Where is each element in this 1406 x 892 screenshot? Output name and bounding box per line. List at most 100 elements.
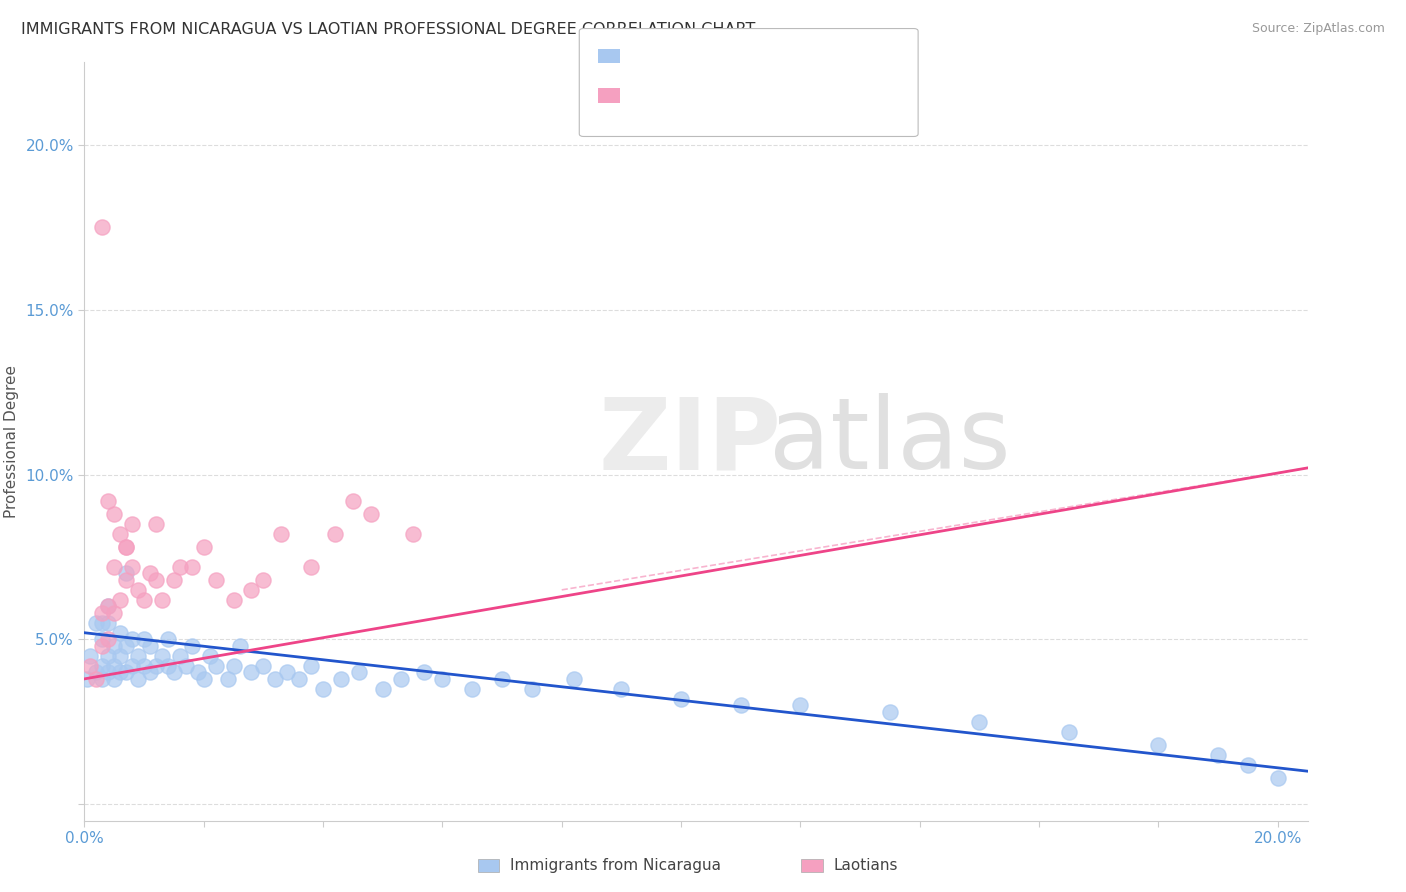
Point bbox=[115, 573, 138, 587]
Text: Laotians: Laotians bbox=[834, 858, 898, 872]
Point bbox=[240, 582, 263, 597]
Text: N =: N = bbox=[748, 49, 792, 63]
Point bbox=[180, 639, 202, 653]
Point bbox=[150, 592, 173, 607]
Point bbox=[91, 615, 114, 630]
Point bbox=[103, 639, 125, 653]
Point bbox=[520, 681, 543, 696]
Point bbox=[432, 672, 454, 686]
Point bbox=[115, 540, 138, 554]
Point bbox=[145, 573, 167, 587]
Point bbox=[222, 592, 245, 607]
Point bbox=[103, 672, 125, 686]
Point bbox=[163, 665, 186, 680]
Point bbox=[127, 582, 149, 597]
Point bbox=[84, 672, 107, 686]
Point bbox=[669, 691, 692, 706]
Point bbox=[91, 658, 114, 673]
Point bbox=[312, 681, 335, 696]
Point bbox=[299, 559, 322, 574]
Point bbox=[97, 632, 120, 647]
Point bbox=[97, 494, 120, 508]
Point bbox=[163, 573, 186, 587]
Point bbox=[91, 639, 114, 653]
Point bbox=[1057, 724, 1080, 739]
Point bbox=[1206, 747, 1229, 762]
Point bbox=[121, 516, 143, 531]
Point bbox=[121, 632, 143, 647]
Point bbox=[169, 648, 191, 663]
Point bbox=[187, 665, 209, 680]
Point bbox=[401, 526, 423, 541]
Point bbox=[108, 648, 131, 663]
Point bbox=[108, 592, 131, 607]
Point bbox=[115, 540, 138, 554]
Point bbox=[461, 681, 484, 696]
Point bbox=[562, 672, 585, 686]
Point bbox=[132, 632, 155, 647]
Point bbox=[217, 672, 239, 686]
Point bbox=[121, 559, 143, 574]
Point bbox=[180, 559, 202, 574]
Point bbox=[139, 665, 162, 680]
Y-axis label: Professional Degree: Professional Degree bbox=[4, 365, 18, 518]
Point bbox=[347, 665, 370, 680]
Point bbox=[730, 698, 752, 713]
Text: IMMIGRANTS FROM NICARAGUA VS LAOTIAN PROFESSIONAL DEGREE CORRELATION CHART: IMMIGRANTS FROM NICARAGUA VS LAOTIAN PRO… bbox=[21, 22, 755, 37]
Point bbox=[79, 648, 101, 663]
Point bbox=[323, 526, 346, 541]
Point bbox=[879, 705, 901, 719]
Point bbox=[789, 698, 811, 713]
Point bbox=[174, 658, 197, 673]
Point bbox=[198, 648, 221, 663]
Point bbox=[252, 573, 274, 587]
Point bbox=[115, 639, 138, 653]
Point bbox=[97, 648, 120, 663]
Point bbox=[228, 639, 250, 653]
Point bbox=[145, 658, 167, 673]
Text: Source: ZipAtlas.com: Source: ZipAtlas.com bbox=[1251, 22, 1385, 36]
Text: R =: R = bbox=[628, 49, 662, 63]
Point bbox=[491, 672, 513, 686]
Point bbox=[103, 658, 125, 673]
Text: 72: 72 bbox=[790, 49, 811, 63]
Point bbox=[1237, 757, 1260, 772]
Point bbox=[342, 494, 364, 508]
Point bbox=[389, 672, 412, 686]
Point bbox=[108, 665, 131, 680]
Point bbox=[222, 658, 245, 673]
Point bbox=[270, 526, 292, 541]
Point bbox=[108, 625, 131, 640]
Point bbox=[145, 516, 167, 531]
Point bbox=[97, 599, 120, 614]
Point bbox=[264, 672, 287, 686]
Point bbox=[156, 632, 179, 647]
Point bbox=[969, 714, 991, 729]
Point bbox=[1147, 738, 1170, 752]
Point bbox=[103, 606, 125, 620]
Point bbox=[252, 658, 274, 673]
Point bbox=[76, 672, 98, 686]
Point bbox=[156, 658, 179, 673]
Point bbox=[276, 665, 298, 680]
Text: R =: R = bbox=[628, 88, 662, 103]
Point bbox=[79, 658, 101, 673]
Text: N =: N = bbox=[748, 88, 792, 103]
Point bbox=[132, 658, 155, 673]
Point bbox=[150, 648, 173, 663]
Point bbox=[1267, 771, 1289, 785]
Point bbox=[240, 665, 263, 680]
Point bbox=[121, 658, 143, 673]
Point bbox=[610, 681, 633, 696]
Point bbox=[139, 566, 162, 581]
Point bbox=[115, 665, 138, 680]
Point bbox=[360, 507, 382, 521]
Text: ZIP: ZIP bbox=[598, 393, 780, 490]
Point bbox=[97, 665, 120, 680]
Text: atlas: atlas bbox=[769, 393, 1011, 490]
Point bbox=[139, 639, 162, 653]
Point bbox=[91, 632, 114, 647]
Text: 0.266: 0.266 bbox=[668, 88, 716, 103]
Point bbox=[103, 507, 125, 521]
Point bbox=[371, 681, 394, 696]
